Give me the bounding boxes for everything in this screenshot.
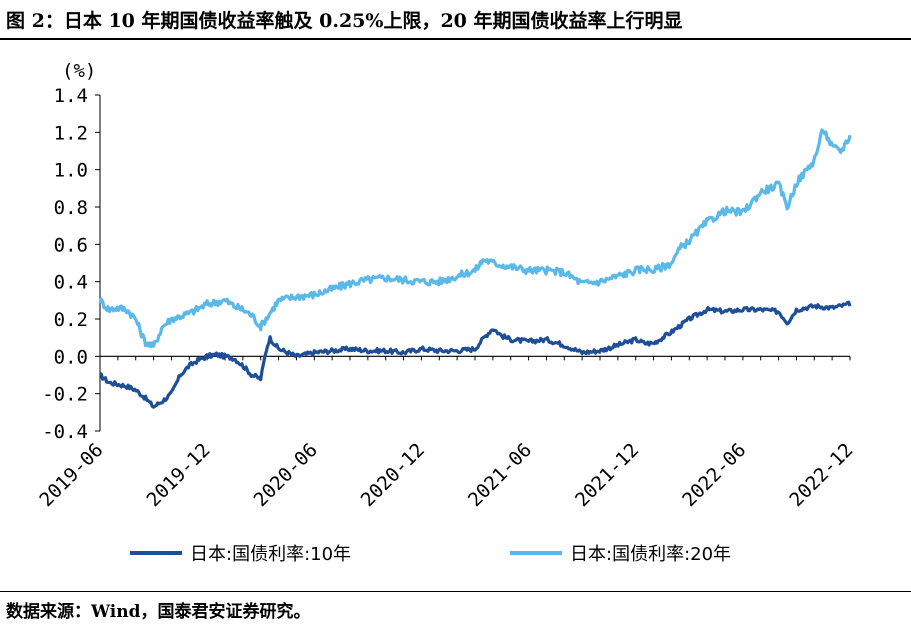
y-tick-label: -0.4 <box>42 421 88 443</box>
series-line-20y <box>98 128 852 349</box>
x-tick-label: 2022-12 <box>785 439 857 511</box>
y-axis: 1.4 1.2 1.0 0.8 0.6 0.4 0.2 0.0 -0.2 -0.4 <box>42 85 101 443</box>
source-note: 数据来源：Wind，国泰君安证券研究。 <box>6 602 311 622</box>
x-tick-label: 2020-06 <box>250 439 322 511</box>
y-tick-label: 0.4 <box>54 272 88 294</box>
legend-label-20y: 日本:国债利率:20年 <box>570 544 731 565</box>
y-tick-label: 0.0 <box>54 346 88 368</box>
x-tick-label: 2020-12 <box>357 439 429 511</box>
x-tick-label: 2019-12 <box>142 439 214 511</box>
figure-title: 图 2：日本 10 年期国债收益率触及 0.25%上限，20 年期国债收益率上行… <box>6 10 683 32</box>
x-tick-label: 2022-06 <box>678 439 750 511</box>
series-line-10y <box>99 300 852 409</box>
x-tick-label: 2019-06 <box>35 439 107 511</box>
top-rule <box>0 38 911 40</box>
legend-label-10y: 日本:国债利率:10年 <box>190 544 351 565</box>
y-tick-label: 0.6 <box>54 234 88 256</box>
line-chart: 1.4 1.2 1.0 0.8 0.6 0.4 0.2 0.0 -0.2 -0.4 2019-06… <box>35 60 858 565</box>
y-tick-label: -0.2 <box>42 384 88 406</box>
y-axis-unit-label: (%) <box>62 60 96 82</box>
bottom-rule <box>0 591 911 592</box>
y-tick-label: 1.0 <box>54 160 88 182</box>
y-tick-label: 1.4 <box>54 85 88 107</box>
series-lines <box>98 128 852 409</box>
legend: 日本:国债利率:10年 日本:国债利率:20年 <box>130 544 731 565</box>
x-tick-label: 2021-12 <box>571 439 643 511</box>
y-tick-label: 0.8 <box>54 197 88 219</box>
x-axis: 2019-06 2019-12 2020-06 2020-12 2021-06 2021-… <box>35 355 858 511</box>
x-tick-label: 2021-06 <box>464 439 536 511</box>
y-tick-label: 0.2 <box>54 309 88 331</box>
y-tick-label: 1.2 <box>54 122 88 144</box>
